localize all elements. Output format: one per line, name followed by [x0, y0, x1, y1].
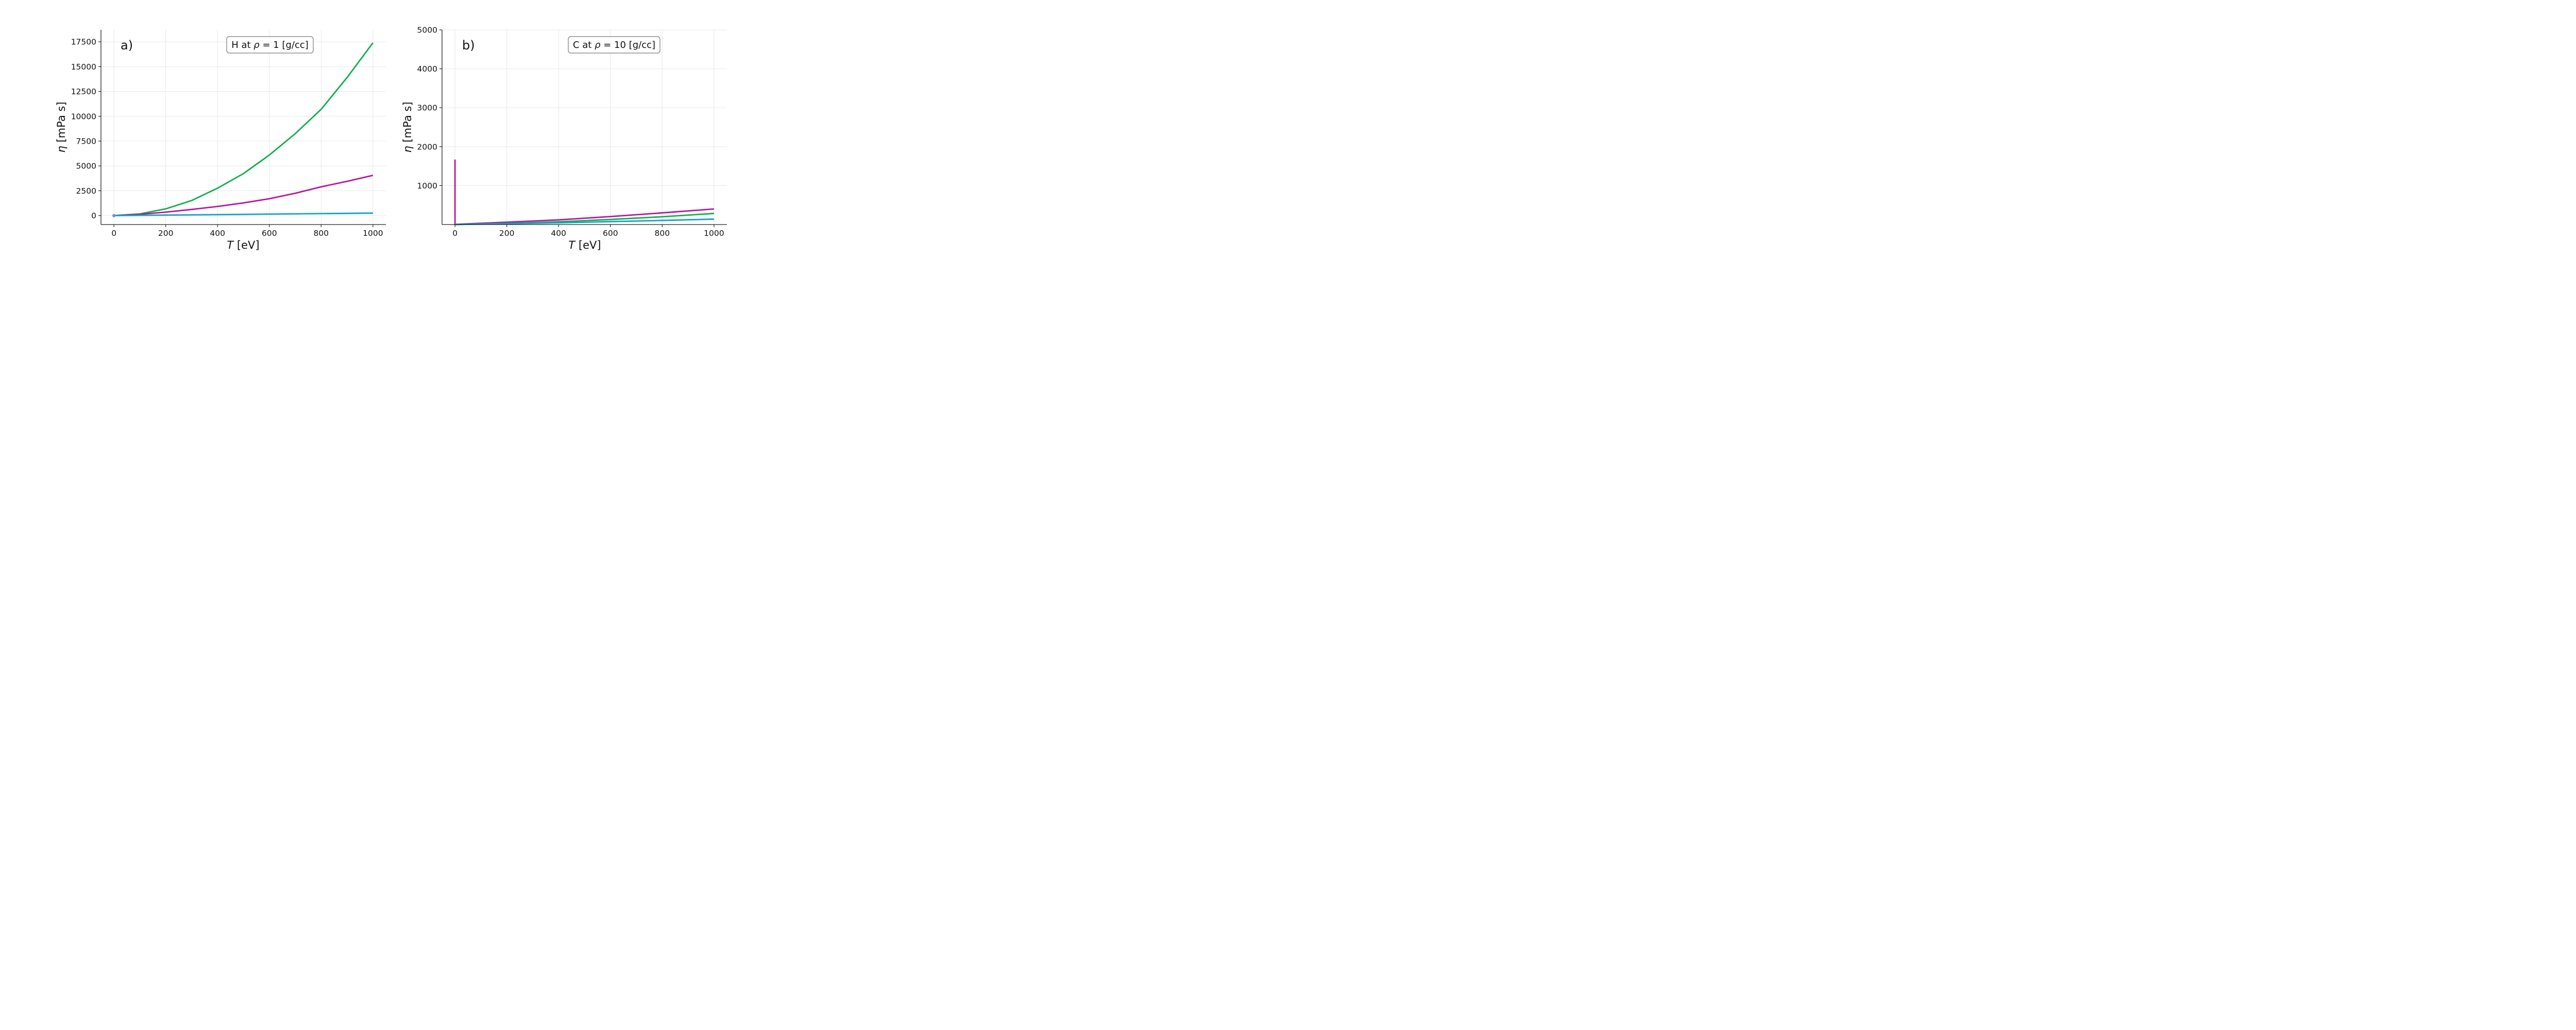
- y-tick-label: 12500: [71, 87, 96, 96]
- series-line-2: [114, 175, 374, 217]
- y-tick-label: 15000: [71, 62, 96, 72]
- panel-letter: b): [462, 38, 475, 53]
- y-tick-label: 0: [91, 211, 96, 220]
- series-line-1: [454, 159, 714, 226]
- figure-svg: 0 200 400 600 800 100002500500075001000012500…: [55, 26, 727, 251]
- panel-letter: a): [121, 38, 133, 53]
- x-tick-label: 0: [111, 229, 116, 238]
- y-tick-label: 1000: [417, 181, 437, 191]
- panel-b: 0 200 400 600 800 1000 1000 2000 3000 4000 5000 T […: [401, 26, 727, 251]
- x-tick-label: 1000: [363, 229, 383, 238]
- annotation-text: H at ρ = 1 [g/cc]: [231, 40, 309, 50]
- y-tick-label: 5000: [76, 162, 96, 171]
- series-line-3: [455, 218, 714, 226]
- x-axis-label: T [eV]: [227, 239, 259, 251]
- annotation-box: [568, 36, 660, 54]
- y-axis-label: η [mPa s]: [401, 101, 414, 152]
- grid: [101, 30, 386, 225]
- x-axis-label: T [eV]: [568, 239, 601, 251]
- x-tick-label: 200: [499, 229, 515, 238]
- y-tick-label: 3000: [417, 104, 437, 113]
- x-tick-label: 400: [551, 229, 566, 238]
- y-tick-label: 2000: [417, 142, 437, 151]
- data-point-marker: [112, 214, 116, 217]
- y-tick-label: 17500: [71, 38, 96, 47]
- x-tick-label: 600: [603, 229, 618, 238]
- panel-a: 0 200 400 600 800 100002500500075001000012500…: [55, 30, 386, 251]
- grid: [442, 29, 727, 225]
- annotation-box: [226, 36, 314, 54]
- x-tick-label: 400: [210, 229, 225, 238]
- y-axis-label: η [mPa s]: [55, 101, 67, 152]
- y-tick-label: 2500: [76, 186, 96, 196]
- y-tick-label: 4000: [417, 64, 437, 74]
- y-tick-label: 5000: [417, 26, 437, 35]
- x-tick-label: 800: [314, 229, 329, 238]
- annotation-text: C at ρ = 10 [g/cc]: [573, 40, 655, 50]
- series-line-3: [114, 212, 373, 217]
- series-line-1: [114, 42, 374, 217]
- y-tick-label: 7500: [76, 137, 96, 146]
- x-tick-label: 800: [655, 229, 670, 238]
- y-tick-label: 10000: [71, 112, 96, 121]
- x-tick-label: 200: [158, 229, 174, 238]
- figure: 0 200 400 600 800 1000 0 2500 5000 7500 10000 12500…: [0, 0, 808, 252]
- x-tick-label: 1000: [704, 229, 724, 238]
- x-tick-label: 0: [452, 229, 457, 238]
- x-tick-label: 600: [262, 229, 277, 238]
